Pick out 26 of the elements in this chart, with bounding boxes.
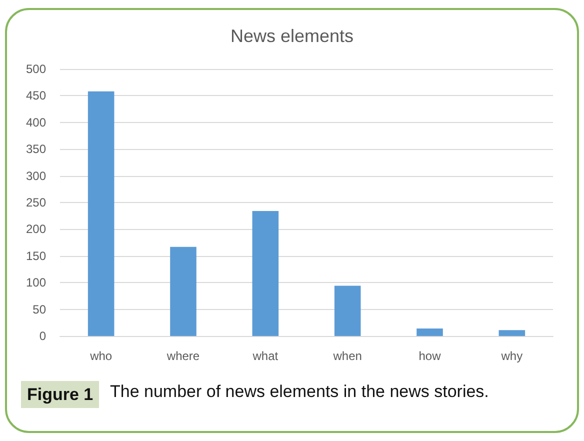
- bar: [416, 328, 443, 336]
- y-tick-label: 450: [26, 88, 46, 103]
- x-tick-label: who: [89, 349, 112, 363]
- bar: [334, 286, 361, 336]
- y-tick-label: 300: [26, 168, 46, 183]
- y-tick-label: 0: [39, 329, 46, 343]
- caption: Figure 1: [21, 381, 100, 408]
- x-tick-label: what: [252, 349, 279, 363]
- bar: [252, 211, 279, 336]
- x-tick-label: when: [332, 349, 362, 363]
- y-tick-label: 400: [26, 115, 46, 130]
- y-tick-label: 200: [26, 222, 46, 236]
- y-tick-label: 150: [26, 248, 46, 263]
- chart-title: News elements: [230, 26, 354, 46]
- bar: [170, 246, 196, 336]
- y-tick-label: 500: [26, 62, 46, 76]
- x-tick-label: how: [418, 349, 442, 363]
- x-tick-label: why: [500, 349, 523, 363]
- bar: [498, 330, 526, 336]
- x-tick-label: where: [166, 349, 200, 363]
- y-tick-label: 100: [26, 276, 46, 290]
- y-tick-label: 250: [26, 196, 46, 210]
- bar: [88, 91, 114, 336]
- y-tick-label: 350: [26, 142, 46, 156]
- text: The number of news elements in the news stories.: [110, 381, 490, 403]
- y-tick-label: 50: [32, 302, 46, 316]
